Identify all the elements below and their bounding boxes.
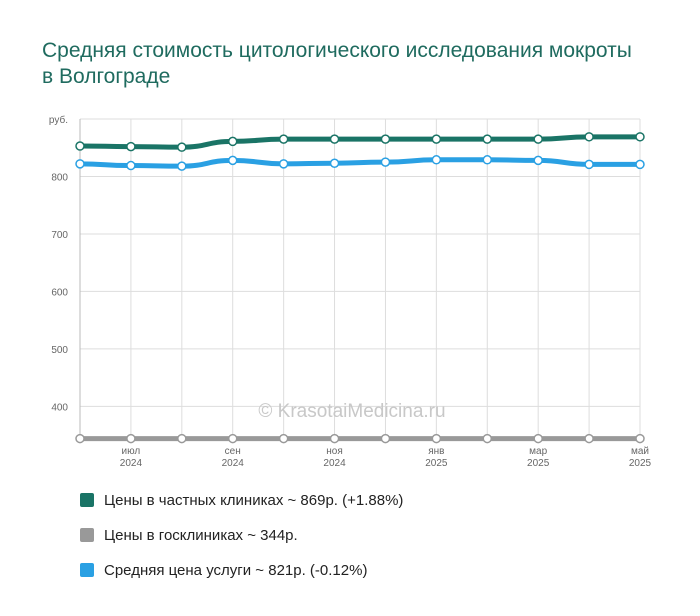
legend-label-state: Цены в госклиниках ~ 344р. [104,526,298,544]
legend-label-average: Средняя цена услуги ~ 821р. (-0.12%) [104,561,368,579]
legend-swatch-private [80,493,94,507]
legend-swatch-state [80,528,94,542]
legend-label-private: Цены в частных клиниках ~ 869р. (+1.88%) [104,491,404,509]
grid-lines [79,118,641,438]
x-tick-month: май [631,446,649,457]
watermark: © KrasotaiMedicina.ru [258,401,445,422]
y-tick-label: 600 [51,287,68,298]
data-point-2-0 [75,159,85,169]
data-point-2-8 [482,155,493,165]
data-point-1-3 [227,433,238,444]
x-tick-month: янв [428,446,444,457]
y-tick-label: 400 [51,402,68,413]
x-tick-year: 2025 [629,458,652,469]
data-point-2-2 [177,161,187,171]
data-point-0-5 [329,134,340,144]
x-tick-year: 2024 [222,458,245,469]
data-point-0-8 [482,134,493,144]
x-tick-month: сен [225,446,241,457]
legend: Цены в частных клиниках ~ 869р. (+1.88%)… [80,488,403,593]
x-tick-year: 2025 [425,458,448,469]
data-point-2-9 [533,155,543,166]
legend-swatch-average [80,563,94,577]
data-point-2-11 [635,159,645,170]
series-group [75,132,645,444]
x-tick-month: ноя [326,446,343,457]
legend-item-average[interactable]: Средняя цена услуги ~ 821р. (-0.12%) [80,558,403,582]
data-point-1-11 [635,433,645,444]
y-tick-label: 500 [51,345,68,356]
data-point-2-10 [584,159,594,170]
data-point-1-2 [177,433,187,444]
data-point-1-9 [533,433,543,444]
data-point-1-1 [126,433,136,444]
data-point-2-6 [380,157,391,167]
data-point-1-4 [278,433,289,444]
x-axis: июл2024сен2024ноя2024янв2025мар2025май20… [80,437,652,469]
data-point-0-10 [584,132,594,142]
data-point-1-0 [75,433,85,444]
data-point-2-5 [329,158,340,169]
data-point-0-2 [177,142,187,152]
data-point-0-9 [533,134,543,144]
x-tick-month: июл [122,446,141,457]
data-point-1-5 [329,433,340,444]
data-point-1-6 [380,433,391,444]
y-tick-label: 800 [51,172,68,183]
data-point-2-3 [227,155,238,166]
x-tick-year: 2024 [120,458,143,469]
x-tick-year: 2025 [527,458,550,469]
legend-item-state[interactable]: Цены в госклиниках ~ 344р. [80,523,403,547]
data-point-0-6 [380,134,391,144]
data-point-1-8 [482,433,493,444]
series-line-2 [77,157,643,169]
y-axis: 400 500 600 700 800 руб. [49,114,81,438]
x-tick-month: мар [529,446,547,457]
data-point-2-4 [278,159,289,169]
data-point-0-1 [126,141,136,152]
data-point-2-1 [126,160,136,171]
data-point-1-10 [584,433,594,444]
chart-title: Средняя стоимость цитологического исслед… [42,39,632,88]
series-line-0 [77,134,643,150]
data-point-1-7 [431,433,442,444]
data-point-0-11 [635,132,645,142]
data-point-0-4 [278,134,289,144]
data-point-2-7 [431,155,442,165]
y-tick-label: 700 [51,230,68,241]
data-point-0-0 [75,141,85,151]
legend-item-private[interactable]: Цены в частных клиниках ~ 869р. (+1.88%) [80,488,403,512]
data-point-0-7 [431,134,442,144]
y-unit-label: руб. [49,114,68,126]
data-point-0-3 [227,136,238,147]
x-tick-year: 2024 [323,458,346,469]
